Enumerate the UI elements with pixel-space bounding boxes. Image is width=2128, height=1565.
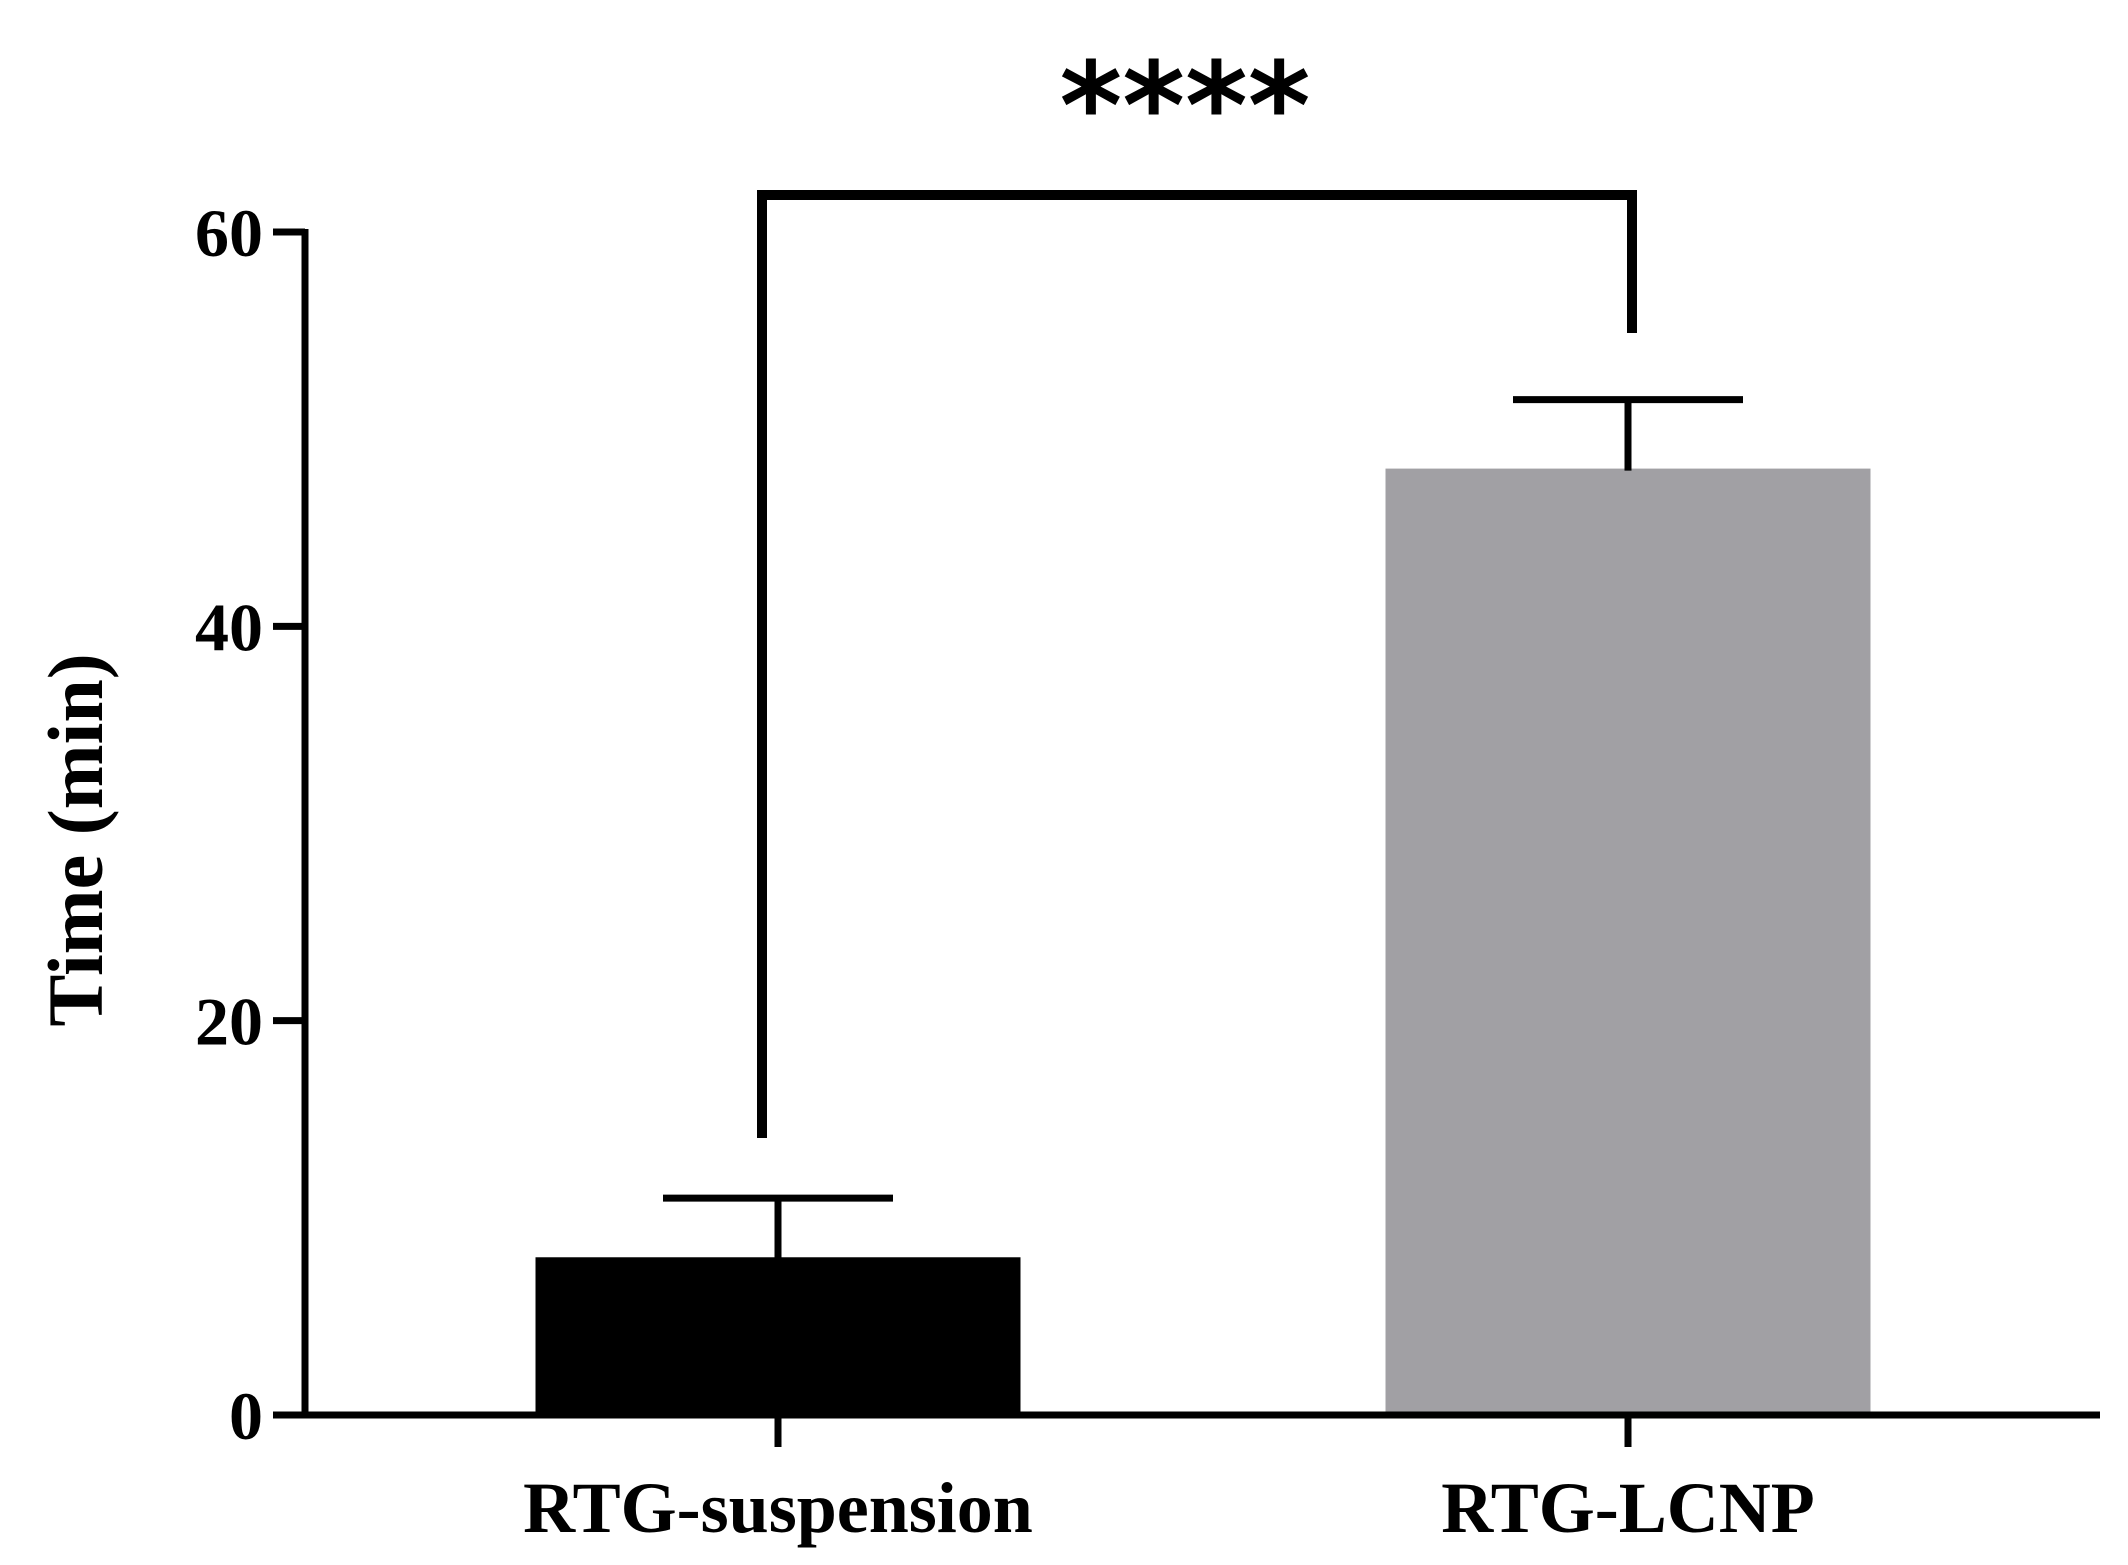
- significance-bracket: [757, 190, 1637, 1138]
- x-tick-label-1: RTG-LCNP: [1441, 1468, 1814, 1548]
- y-axis-title: Time (min): [32, 653, 119, 1026]
- bar-1: [1385, 468, 1871, 1416]
- y-tick-label-2: 40: [195, 589, 263, 665]
- x-tick-label-0: RTG-suspension: [523, 1468, 1033, 1548]
- plot-area: 0 20 40 60 RTG-suspension RTG-LCNP ****: [195, 38, 2100, 1548]
- bar-0: [535, 1257, 1021, 1415]
- y-tick-label-3: 60: [195, 195, 263, 271]
- significance-label: ****: [1059, 38, 1310, 177]
- y-tick-label-1: 20: [195, 984, 263, 1060]
- y-tick-label-0: 0: [229, 1378, 263, 1454]
